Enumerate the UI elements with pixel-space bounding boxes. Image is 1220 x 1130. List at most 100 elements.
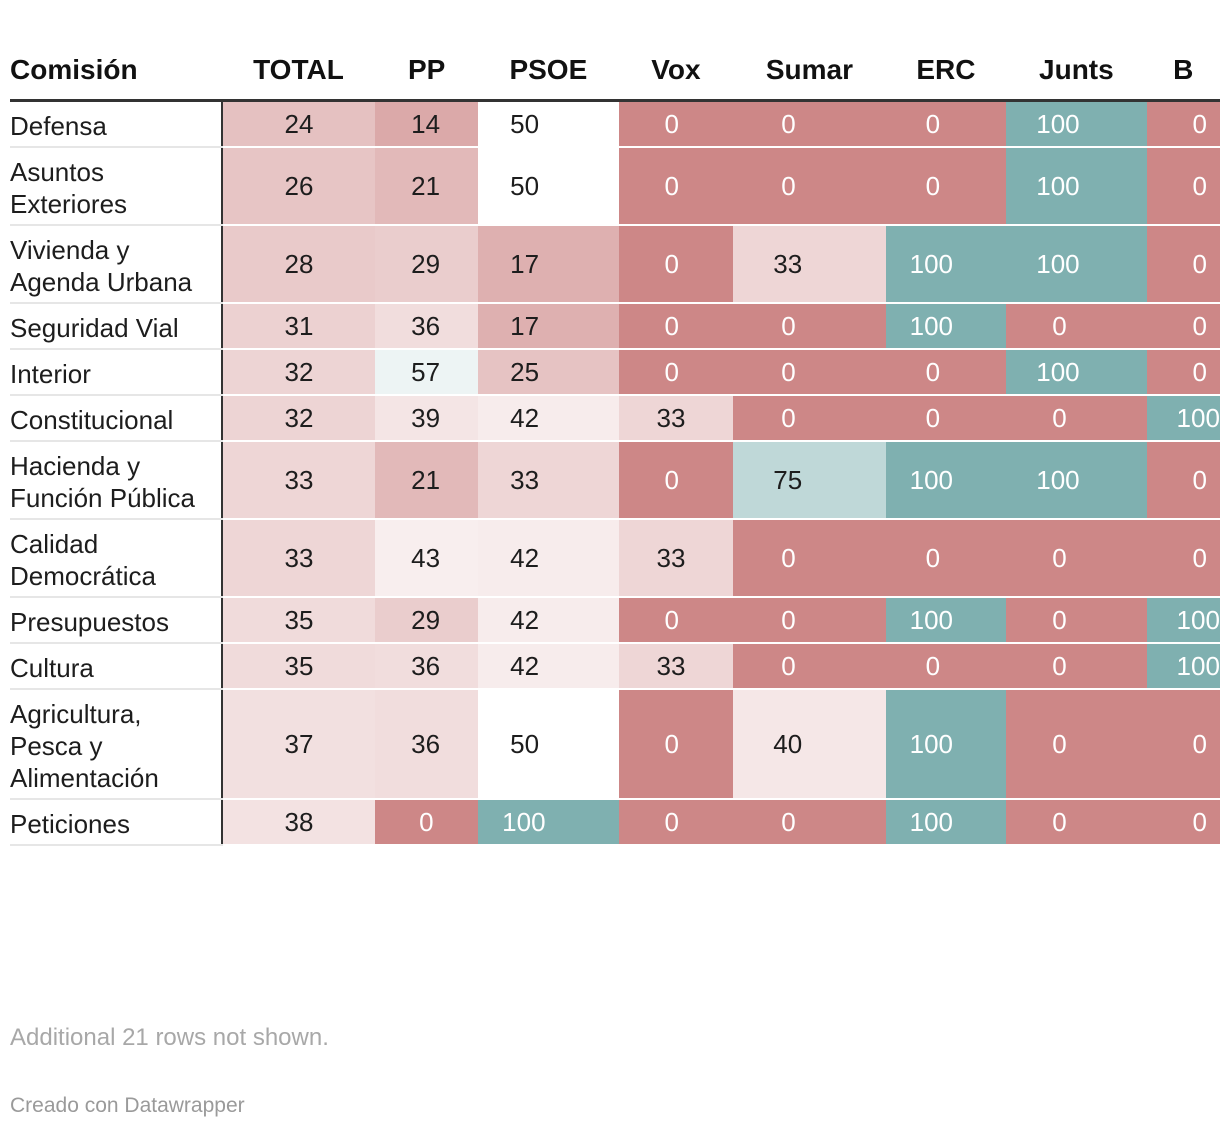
- cell-erc: 0: [885, 349, 1007, 396]
- cell-sumar: 75: [733, 441, 886, 520]
- cell-value: 0: [1192, 311, 1207, 341]
- cell-b: 0: [1146, 441, 1220, 520]
- cell-value: 0: [664, 249, 679, 279]
- cell-value: 0: [781, 543, 796, 573]
- cell-value: 37: [284, 729, 314, 759]
- cell-junts: 100: [1006, 441, 1147, 520]
- table-row: Vivienda y Agenda Urbana 28 29 17 0 33 100 100 0: [10, 225, 1220, 304]
- cell-value: 100: [1036, 249, 1080, 279]
- cell-vox: 33: [618, 643, 734, 690]
- cell-junts: 100: [1006, 147, 1147, 226]
- column-header-total: TOTAL: [221, 40, 376, 102]
- cell-pp: 29: [375, 597, 479, 644]
- cell-value: 25: [510, 357, 540, 387]
- cell-sumar: 0: [733, 100, 886, 148]
- cell-psoe: 50: [478, 147, 619, 226]
- cell-b: 0: [1146, 100, 1220, 148]
- cell-value: 0: [664, 605, 679, 635]
- cell-total: 33: [221, 519, 376, 598]
- cell-vox: 0: [618, 147, 734, 226]
- cell-pp: 43: [375, 519, 479, 598]
- column-header-vox: Vox: [618, 40, 734, 102]
- table-row: Hacienda y Función Pública 33 21 33 0 75 100 10…: [10, 441, 1220, 520]
- cell-value: 50: [510, 109, 540, 139]
- cell-pp: 21: [375, 147, 479, 226]
- cell-total: 32: [221, 395, 376, 442]
- cell-value: 31: [284, 311, 314, 341]
- row-label: Interior: [10, 349, 223, 396]
- cell-pp: 39: [375, 395, 479, 442]
- cell-value: 0: [1052, 403, 1067, 433]
- cell-sumar: 0: [733, 395, 886, 442]
- cell-pp: 0: [375, 799, 479, 846]
- cell-value: 0: [664, 465, 679, 495]
- cell-junts: 0: [1006, 519, 1147, 598]
- cell-value: 33: [284, 465, 314, 495]
- cell-value: 0: [664, 729, 679, 759]
- cell-b: 0: [1146, 225, 1220, 304]
- cell-value: 39: [411, 403, 441, 433]
- cell-value: 0: [1192, 543, 1207, 573]
- cell-junts: 100: [1006, 349, 1147, 396]
- row-label: Presupuestos: [10, 597, 223, 644]
- cell-total: 32: [221, 349, 376, 396]
- table-row: Defensa 24 14 50 0 0 0 100 0: [10, 100, 1220, 148]
- row-label: Agricultura, Pesca y Alimentación: [10, 689, 223, 800]
- cell-sumar: 0: [733, 303, 886, 350]
- cell-erc: 100: [885, 303, 1007, 350]
- cell-value: 0: [664, 311, 679, 341]
- cell-vox: 0: [618, 689, 734, 800]
- cell-value: 40: [773, 729, 803, 759]
- cell-psoe: 33: [478, 441, 619, 520]
- cell-value: 33: [656, 403, 686, 433]
- cell-junts: 0: [1006, 597, 1147, 644]
- cell-value: 0: [1052, 807, 1067, 837]
- cell-sumar: 0: [733, 147, 886, 226]
- cell-value: 36: [411, 729, 441, 759]
- cell-value: 0: [664, 171, 679, 201]
- column-header-erc: ERC: [885, 40, 1007, 102]
- cell-value: 75: [773, 465, 803, 495]
- cell-value: 100: [1176, 403, 1220, 433]
- column-header-comision: Comisión: [10, 40, 222, 102]
- cell-value: 21: [411, 465, 441, 495]
- cell-value: 0: [1192, 357, 1207, 387]
- cell-junts: 0: [1006, 395, 1147, 442]
- row-label: Asuntos Exteriores: [10, 147, 223, 226]
- cell-value: 0: [925, 403, 941, 433]
- cell-value: 36: [411, 651, 441, 681]
- column-header-b: B: [1146, 40, 1220, 102]
- cell-value: 100: [1036, 109, 1080, 139]
- table-row: Presupuestos 35 29 42 0 0 100 0 100: [10, 597, 1220, 644]
- cell-value: 50: [510, 171, 540, 201]
- cell-total: 26: [221, 147, 376, 226]
- cell-erc: 0: [885, 519, 1007, 598]
- cell-pp: 14: [375, 100, 479, 148]
- cell-value: 36: [411, 311, 441, 341]
- cell-value: 0: [1052, 311, 1067, 341]
- cell-value: 0: [419, 807, 434, 837]
- table-row: Constitucional 32 39 42 33 0 0 0 100: [10, 395, 1220, 442]
- row-label: Constitucional: [10, 395, 223, 442]
- cell-value: 0: [781, 403, 796, 433]
- cell-sumar: 0: [733, 519, 886, 598]
- row-label: Peticiones: [10, 799, 223, 846]
- table-row: Asuntos Exteriores 26 21 50 0 0 0 100 0: [10, 147, 1220, 226]
- cell-value: 100: [909, 311, 953, 341]
- cell-value: 35: [284, 651, 314, 681]
- cell-psoe: 17: [478, 303, 619, 350]
- cell-value: 100: [1036, 465, 1080, 495]
- cell-total: 37: [221, 689, 376, 800]
- cell-vox: 0: [618, 799, 734, 846]
- table-row: Peticiones 38 0 100 0 0 100 0 0: [10, 799, 1220, 846]
- cell-value: 0: [1052, 651, 1067, 681]
- cell-b: 0: [1146, 689, 1220, 800]
- cell-psoe: 42: [478, 519, 619, 598]
- cell-pp: 29: [375, 225, 479, 304]
- cell-value: 0: [781, 109, 796, 139]
- cell-value: 100: [909, 465, 953, 495]
- cell-vox: 33: [618, 519, 734, 598]
- cell-value: 0: [1192, 109, 1207, 139]
- cell-pp: 36: [375, 643, 479, 690]
- cell-sumar: 33: [733, 225, 886, 304]
